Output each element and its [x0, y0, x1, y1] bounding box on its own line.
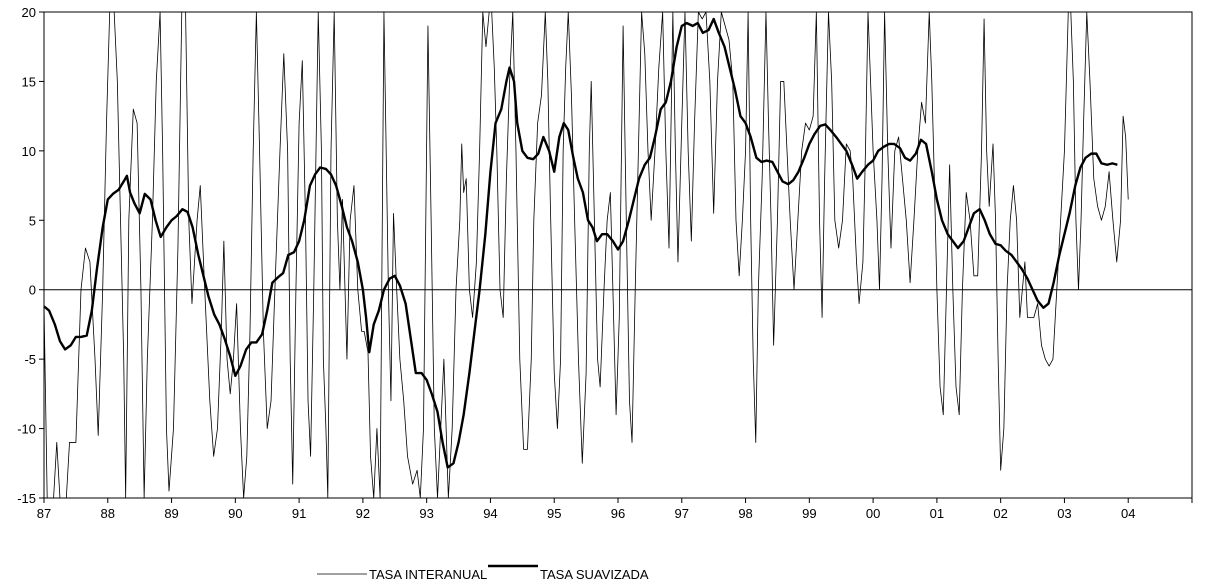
x-tick-label: 02 — [993, 506, 1007, 521]
x-tick-label: 88 — [101, 506, 115, 521]
x-tick-label: 03 — [1057, 506, 1071, 521]
x-tick-label: 96 — [611, 506, 625, 521]
x-tick-label: 01 — [930, 506, 944, 521]
y-tick-label: 20 — [22, 5, 36, 20]
series-line-1 — [43, 11, 1129, 499]
y-tick-label: 10 — [22, 144, 36, 159]
x-tick-label: 91 — [292, 506, 306, 521]
y-tick-label: 5 — [29, 213, 36, 228]
x-tick-label: 00 — [866, 506, 880, 521]
legend-label-1: TASA INTERANUAL — [369, 567, 487, 582]
x-tick-label: 87 — [37, 506, 51, 521]
y-tick-label: 0 — [29, 283, 36, 298]
series-line-2 — [43, 17, 1118, 469]
plot-frame — [43, 11, 1193, 499]
series-layer — [43, 11, 1129, 499]
axis-layer: -15 -10 -5 0 5 10 15 20 87 88 89 90 91 92 93 94 95 96 97 98… — [17, 5, 1193, 521]
y-tick-label: -5 — [24, 352, 36, 367]
x-tick-label: 90 — [228, 506, 242, 521]
x-tick-label: 89 — [164, 506, 178, 521]
y-tick-label: -10 — [17, 422, 36, 437]
legend: TASA INTERANUAL TASA SUAVIZADA — [317, 564, 649, 582]
x-tick-label: 94 — [483, 506, 497, 521]
x-tick-label: 92 — [356, 506, 370, 521]
legend-label-2: TASA SUAVIZADA — [540, 567, 649, 582]
y-tick-label: -15 — [17, 491, 36, 506]
x-tick-label: 98 — [738, 506, 752, 521]
y-tick-label: 15 — [22, 74, 36, 89]
x-tick-label: 97 — [675, 506, 689, 521]
x-tick-label: 99 — [802, 506, 816, 521]
x-tick-label: 04 — [1121, 506, 1135, 521]
x-tick-label: 93 — [419, 506, 433, 521]
x-tick-label: 95 — [547, 506, 561, 521]
plot-area — [43, 11, 1193, 499]
